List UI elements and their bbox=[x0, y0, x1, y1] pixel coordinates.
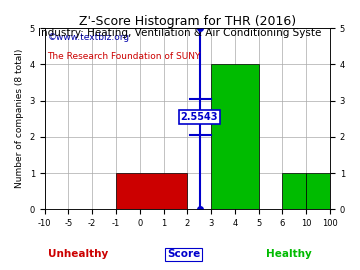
Text: 2.5543: 2.5543 bbox=[180, 112, 218, 122]
Bar bbox=[306, 173, 330, 209]
Text: ©www.textbiz.org: ©www.textbiz.org bbox=[48, 33, 130, 42]
Text: Unhealthy: Unhealthy bbox=[48, 249, 108, 259]
Bar bbox=[211, 64, 258, 209]
Text: Healthy: Healthy bbox=[266, 249, 312, 259]
Text: The Research Foundation of SUNY: The Research Foundation of SUNY bbox=[48, 52, 201, 60]
Text: Industry: Heating, Ventilation & Air Conditioning Syste: Industry: Heating, Ventilation & Air Con… bbox=[38, 28, 322, 38]
Title: Z'-Score Histogram for THR (2016): Z'-Score Histogram for THR (2016) bbox=[79, 15, 296, 28]
Bar bbox=[282, 173, 306, 209]
Y-axis label: Number of companies (8 total): Number of companies (8 total) bbox=[15, 49, 24, 188]
Text: Score: Score bbox=[167, 249, 200, 259]
Bar bbox=[116, 173, 187, 209]
